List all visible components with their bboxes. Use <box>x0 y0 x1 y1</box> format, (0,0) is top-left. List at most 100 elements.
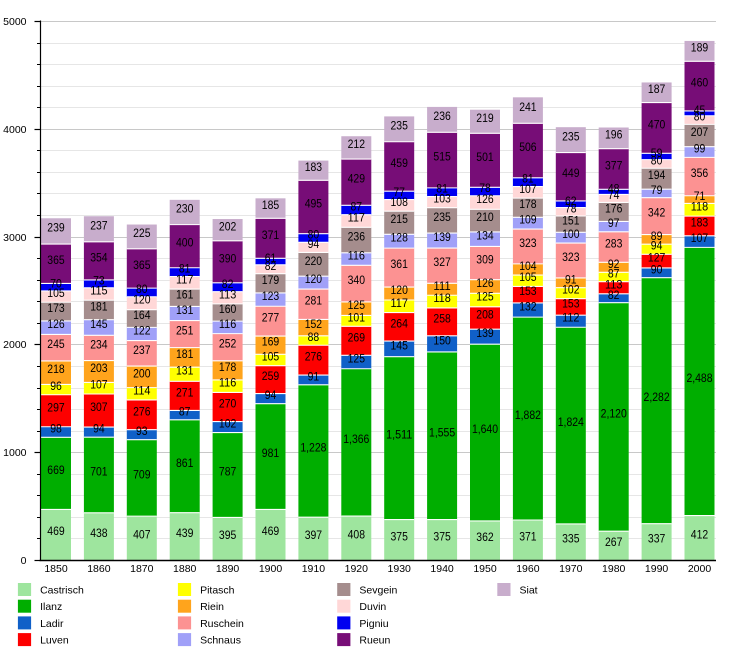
svg-text:Ruschein: Ruschein <box>200 618 244 630</box>
svg-text:Schnaus: Schnaus <box>200 635 241 647</box>
svg-text:93: 93 <box>136 424 148 438</box>
svg-text:408: 408 <box>348 528 366 542</box>
svg-text:234: 234 <box>90 338 108 352</box>
svg-text:113: 113 <box>219 287 237 301</box>
svg-text:1930: 1930 <box>388 563 412 575</box>
svg-text:185: 185 <box>262 198 280 212</box>
svg-text:107: 107 <box>691 231 709 245</box>
svg-text:365: 365 <box>47 253 65 267</box>
svg-text:116: 116 <box>219 376 237 390</box>
svg-text:116: 116 <box>348 249 366 263</box>
svg-text:114: 114 <box>133 383 151 397</box>
svg-text:112: 112 <box>562 311 580 325</box>
svg-text:117: 117 <box>348 211 366 225</box>
svg-text:515: 515 <box>433 150 451 164</box>
svg-text:100: 100 <box>562 227 580 241</box>
svg-text:460: 460 <box>691 76 709 90</box>
svg-text:258: 258 <box>433 311 451 325</box>
svg-text:Riein: Riein <box>200 601 224 613</box>
svg-text:2,488: 2,488 <box>686 371 712 385</box>
svg-text:117: 117 <box>176 272 194 286</box>
svg-text:2,282: 2,282 <box>644 390 670 404</box>
svg-text:81: 81 <box>522 172 534 186</box>
svg-text:1,366: 1,366 <box>343 432 369 446</box>
svg-text:470: 470 <box>648 117 666 131</box>
svg-text:164: 164 <box>133 308 151 322</box>
svg-text:1910: 1910 <box>302 563 326 575</box>
svg-text:218: 218 <box>47 362 65 376</box>
svg-text:194: 194 <box>648 168 666 182</box>
svg-text:48: 48 <box>608 181 620 195</box>
svg-text:400: 400 <box>176 236 194 250</box>
svg-text:122: 122 <box>133 323 151 337</box>
svg-text:361: 361 <box>391 257 409 271</box>
svg-text:354: 354 <box>90 250 108 264</box>
svg-text:459: 459 <box>391 156 409 170</box>
svg-text:183: 183 <box>305 160 323 174</box>
svg-text:323: 323 <box>562 250 580 264</box>
svg-text:105: 105 <box>262 350 280 364</box>
svg-text:Duvin: Duvin <box>359 601 386 613</box>
svg-text:340: 340 <box>348 273 366 287</box>
svg-text:1,511: 1,511 <box>386 428 412 442</box>
svg-text:3000: 3000 <box>3 232 27 244</box>
svg-text:239: 239 <box>47 221 65 235</box>
svg-text:365: 365 <box>133 258 151 272</box>
svg-text:61: 61 <box>265 251 277 265</box>
svg-text:111: 111 <box>433 279 451 293</box>
svg-text:210: 210 <box>476 210 494 224</box>
svg-text:115: 115 <box>90 284 108 298</box>
svg-text:96: 96 <box>50 379 62 393</box>
svg-text:235: 235 <box>433 210 451 224</box>
svg-text:178: 178 <box>519 197 537 211</box>
svg-text:981: 981 <box>262 446 280 460</box>
svg-text:173: 173 <box>47 301 65 315</box>
svg-text:1950: 1950 <box>473 563 497 575</box>
svg-text:78: 78 <box>565 201 577 215</box>
svg-text:105: 105 <box>47 286 65 300</box>
svg-text:82: 82 <box>265 259 277 273</box>
svg-text:131: 131 <box>176 303 194 317</box>
svg-text:356: 356 <box>691 166 709 180</box>
svg-text:82: 82 <box>608 288 620 302</box>
svg-text:264: 264 <box>391 316 409 330</box>
svg-text:70: 70 <box>50 277 62 291</box>
svg-text:181: 181 <box>176 347 194 361</box>
svg-text:134: 134 <box>476 229 494 243</box>
svg-text:120: 120 <box>133 293 151 307</box>
svg-text:123: 123 <box>262 289 280 303</box>
svg-text:74: 74 <box>608 188 620 202</box>
svg-text:Sevgein: Sevgein <box>359 584 397 596</box>
svg-text:126: 126 <box>476 192 494 206</box>
svg-text:132: 132 <box>519 300 537 314</box>
svg-text:101: 101 <box>348 310 366 324</box>
svg-text:449: 449 <box>562 166 580 180</box>
svg-text:0: 0 <box>21 555 27 567</box>
svg-text:Ilanz: Ilanz <box>40 601 62 613</box>
svg-text:107: 107 <box>519 182 537 196</box>
svg-text:189: 189 <box>691 41 709 55</box>
svg-text:208: 208 <box>476 308 494 322</box>
svg-text:212: 212 <box>348 137 366 151</box>
svg-text:109: 109 <box>519 213 537 227</box>
svg-text:97: 97 <box>608 216 620 230</box>
svg-text:125: 125 <box>348 298 366 312</box>
svg-text:202: 202 <box>219 219 237 233</box>
svg-text:Siat: Siat <box>520 584 538 596</box>
svg-text:252: 252 <box>219 337 237 351</box>
svg-text:126: 126 <box>47 317 65 331</box>
svg-text:90: 90 <box>651 262 663 276</box>
svg-text:87: 87 <box>608 267 620 281</box>
svg-text:94: 94 <box>651 239 663 253</box>
svg-text:395: 395 <box>219 528 237 542</box>
svg-text:1000: 1000 <box>3 447 27 459</box>
svg-text:225: 225 <box>133 226 151 240</box>
svg-text:Pigniu: Pigniu <box>359 618 388 630</box>
svg-text:62: 62 <box>565 194 577 208</box>
svg-text:236: 236 <box>348 230 366 244</box>
svg-text:1890: 1890 <box>216 563 240 575</box>
svg-text:125: 125 <box>348 352 366 366</box>
svg-text:2000: 2000 <box>3 339 27 351</box>
svg-text:151: 151 <box>562 214 580 228</box>
svg-text:179: 179 <box>262 273 280 287</box>
